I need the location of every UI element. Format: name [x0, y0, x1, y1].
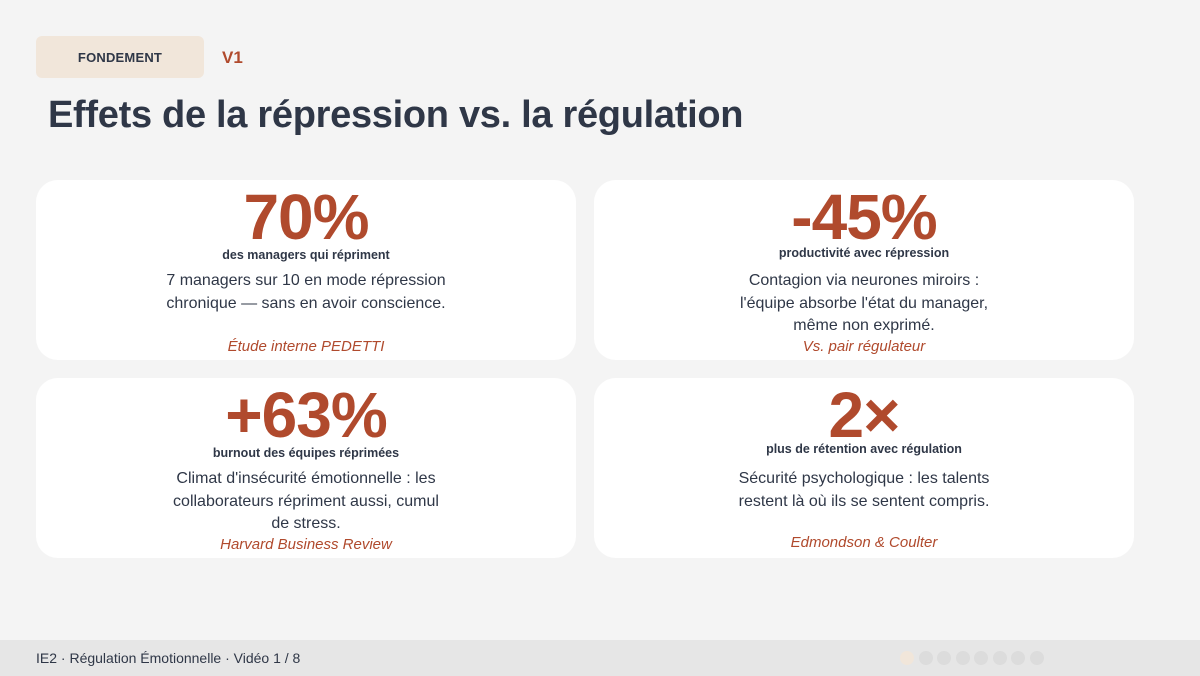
footer-bar: IE2 · Régulation Émotionnelle · Vidéo 1 … [0, 640, 1200, 676]
stat-card: 2× plus de rétention avec régulation Séc… [594, 378, 1134, 558]
page-title: Effets de la répression vs. la régulatio… [48, 94, 744, 136]
stat-card: +63% burnout des équipes réprimées Clima… [36, 378, 576, 558]
progress-dot[interactable] [1029, 651, 1044, 665]
footer-text: IE2 · Régulation Émotionnelle · Vidéo 1 … [36, 650, 301, 666]
progress-dot-active[interactable] [900, 651, 914, 665]
stat-value: 70% [243, 181, 369, 253]
stat-description: Sécurité psychologique : les talents res… [738, 470, 990, 510]
section-tag: FONDEMENT [36, 36, 204, 78]
stat-description: 7 managers sur 10 en mode répression chr… [166, 272, 446, 312]
stat-value: +63% [225, 379, 387, 451]
progress-dot[interactable] [955, 651, 970, 665]
stat-label: burnout des équipes réprimées [212, 446, 400, 460]
progress-dot[interactable] [918, 651, 933, 665]
stat-source: Étude interne PEDETTI [227, 338, 385, 355]
progress-dot[interactable] [1011, 651, 1025, 665]
version-label: V1 [222, 48, 243, 67]
stat-description: Contagion via neurones miroirs : l'équip… [739, 272, 989, 334]
stat-value: 2× [828, 379, 901, 451]
stat-label: productivité avec répression [778, 246, 950, 260]
stat-label: plus de rétention avec régulation [766, 442, 962, 456]
stat-card: -45% productivité avec répression Contag… [594, 180, 1134, 360]
stat-card: 70% des managers qui répriment 7 manager… [36, 180, 576, 360]
stat-source: Harvard Business Review [220, 536, 392, 553]
progress-dots [900, 651, 1044, 665]
stat-label: des managers qui répriment [222, 248, 390, 262]
progress-dot[interactable] [974, 651, 988, 665]
stat-description: Climat d'insécurité émotionnelle : les c… [173, 470, 439, 532]
stat-source: Vs. pair régulateur [802, 338, 926, 355]
progress-dot[interactable] [992, 651, 1007, 665]
stat-source: Edmondson & Coulter [790, 534, 938, 551]
stat-value: -45% [791, 181, 937, 253]
progress-dot[interactable] [937, 651, 951, 665]
